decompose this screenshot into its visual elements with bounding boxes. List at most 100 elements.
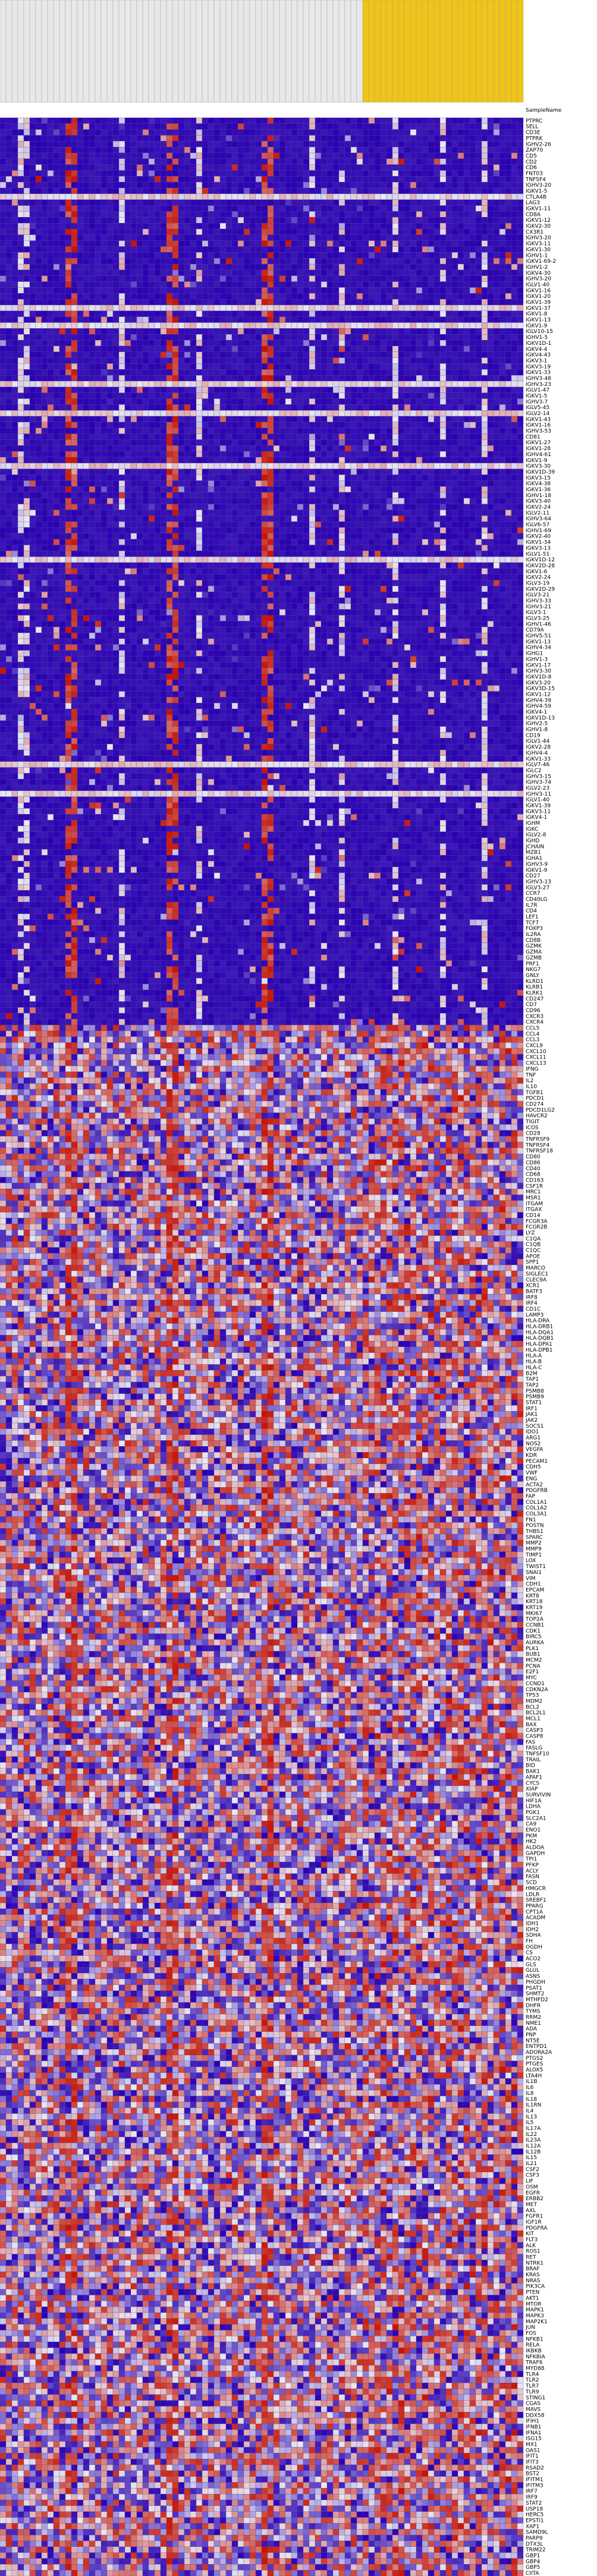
heatmap-cell (238, 176, 244, 182)
heatmap-cell (381, 165, 387, 171)
heatmap-cell (71, 252, 77, 258)
heatmap-cell (428, 130, 434, 136)
heatmap-cell (410, 206, 416, 212)
heatmap-cell (220, 241, 226, 247)
heatmap-cell (18, 171, 24, 177)
heatmap-cell (149, 258, 155, 264)
heatmap-cell (488, 264, 494, 270)
heatmap-cell (107, 194, 113, 200)
heatmap-cell (149, 118, 155, 124)
heatmap-cell (268, 159, 274, 165)
heatmap-cell (416, 299, 422, 305)
heatmap-cell (214, 235, 220, 241)
heatmap-cell (357, 223, 363, 229)
heatmap-cell (488, 200, 494, 206)
heatmap-cell (202, 130, 208, 136)
heatmap-cell (24, 211, 30, 217)
heatmap-cell (303, 282, 309, 288)
heatmap-cell (190, 223, 196, 229)
heatmap-cell (499, 229, 505, 235)
heatmap-cell (351, 241, 357, 247)
heatmap-cell (494, 182, 499, 188)
heatmap-cell (232, 153, 238, 159)
heatmap-cell (65, 206, 71, 212)
heatmap-cell (434, 182, 440, 188)
heatmap-cell (155, 159, 161, 165)
heatmap-cell (172, 211, 178, 217)
heatmap-cell (18, 217, 24, 223)
heatmap-cell (101, 276, 107, 282)
heatmap-cell (303, 223, 309, 229)
heatmap-cell (208, 147, 214, 153)
heatmap-cell (220, 252, 226, 258)
heatmap-cell (107, 136, 113, 142)
heatmap-cell (369, 136, 375, 142)
heatmap-cell (446, 176, 452, 182)
column-header-bar (250, 0, 256, 102)
heatmap-cell (285, 258, 291, 264)
heatmap-cell (54, 276, 59, 282)
heatmap-cell (339, 247, 345, 253)
heatmap-cell (71, 118, 77, 124)
heatmap-cell (351, 211, 357, 217)
heatmap-cell (410, 141, 416, 147)
heatmap-cell (77, 229, 83, 235)
heatmap-cell (375, 223, 381, 229)
heatmap-cell (42, 211, 48, 217)
heatmap-cell (256, 194, 262, 200)
heatmap-cell (226, 118, 232, 124)
heatmap-cell (285, 270, 291, 276)
heatmap-cell (30, 136, 36, 142)
heatmap-cell (208, 282, 214, 288)
heatmap-cell (95, 211, 101, 217)
heatmap-cell (357, 188, 363, 194)
heatmap-cell (303, 211, 309, 217)
heatmap-cell (446, 235, 452, 241)
heatmap-cell (244, 217, 250, 223)
heatmap-cell (452, 176, 458, 182)
column-header-bar (387, 0, 392, 102)
heatmap-cell (65, 188, 71, 194)
heatmap-cell (178, 124, 184, 130)
heatmap-cell (36, 241, 42, 247)
heatmap-cell (363, 247, 369, 253)
heatmap-cell (499, 165, 505, 171)
heatmap-cell (381, 223, 387, 229)
heatmap-cell (404, 293, 410, 299)
heatmap-cell (48, 305, 54, 311)
heatmap-cell (428, 206, 434, 212)
heatmap-cell (36, 270, 42, 276)
heatmap-cell (488, 217, 494, 223)
heatmap-cell (250, 287, 256, 293)
heatmap-cell (12, 141, 18, 147)
heatmap-cell (214, 124, 220, 130)
column-header-bar (184, 0, 190, 102)
heatmap-cell (172, 235, 178, 241)
heatmap-cell (517, 282, 523, 288)
heatmap-cell (333, 153, 339, 159)
heatmap-cell (208, 188, 214, 194)
heatmap-cell (321, 276, 327, 282)
heatmap-cell (184, 165, 190, 171)
heatmap-cell (357, 247, 363, 253)
heatmap-cell (36, 299, 42, 305)
heatmap-cell (6, 229, 12, 235)
heatmap-cell (107, 171, 113, 177)
heatmap-cell (422, 229, 428, 235)
heatmap-cell (345, 264, 351, 270)
heatmap-cell (440, 293, 446, 299)
heatmap-cell (458, 130, 464, 136)
heatmap-cell (357, 287, 363, 293)
heatmap-cell (262, 171, 268, 177)
heatmap-cell (214, 211, 220, 217)
column-header-bar (517, 0, 523, 102)
heatmap-cell (89, 252, 95, 258)
heatmap-cell (244, 206, 250, 212)
heatmap-cell (345, 200, 351, 206)
heatmap-cell (220, 217, 226, 223)
heatmap-cell (113, 136, 119, 142)
heatmap-cell (89, 247, 95, 253)
heatmap-cell (36, 141, 42, 147)
heatmap-cell (238, 211, 244, 217)
heatmap-cell (375, 276, 381, 282)
